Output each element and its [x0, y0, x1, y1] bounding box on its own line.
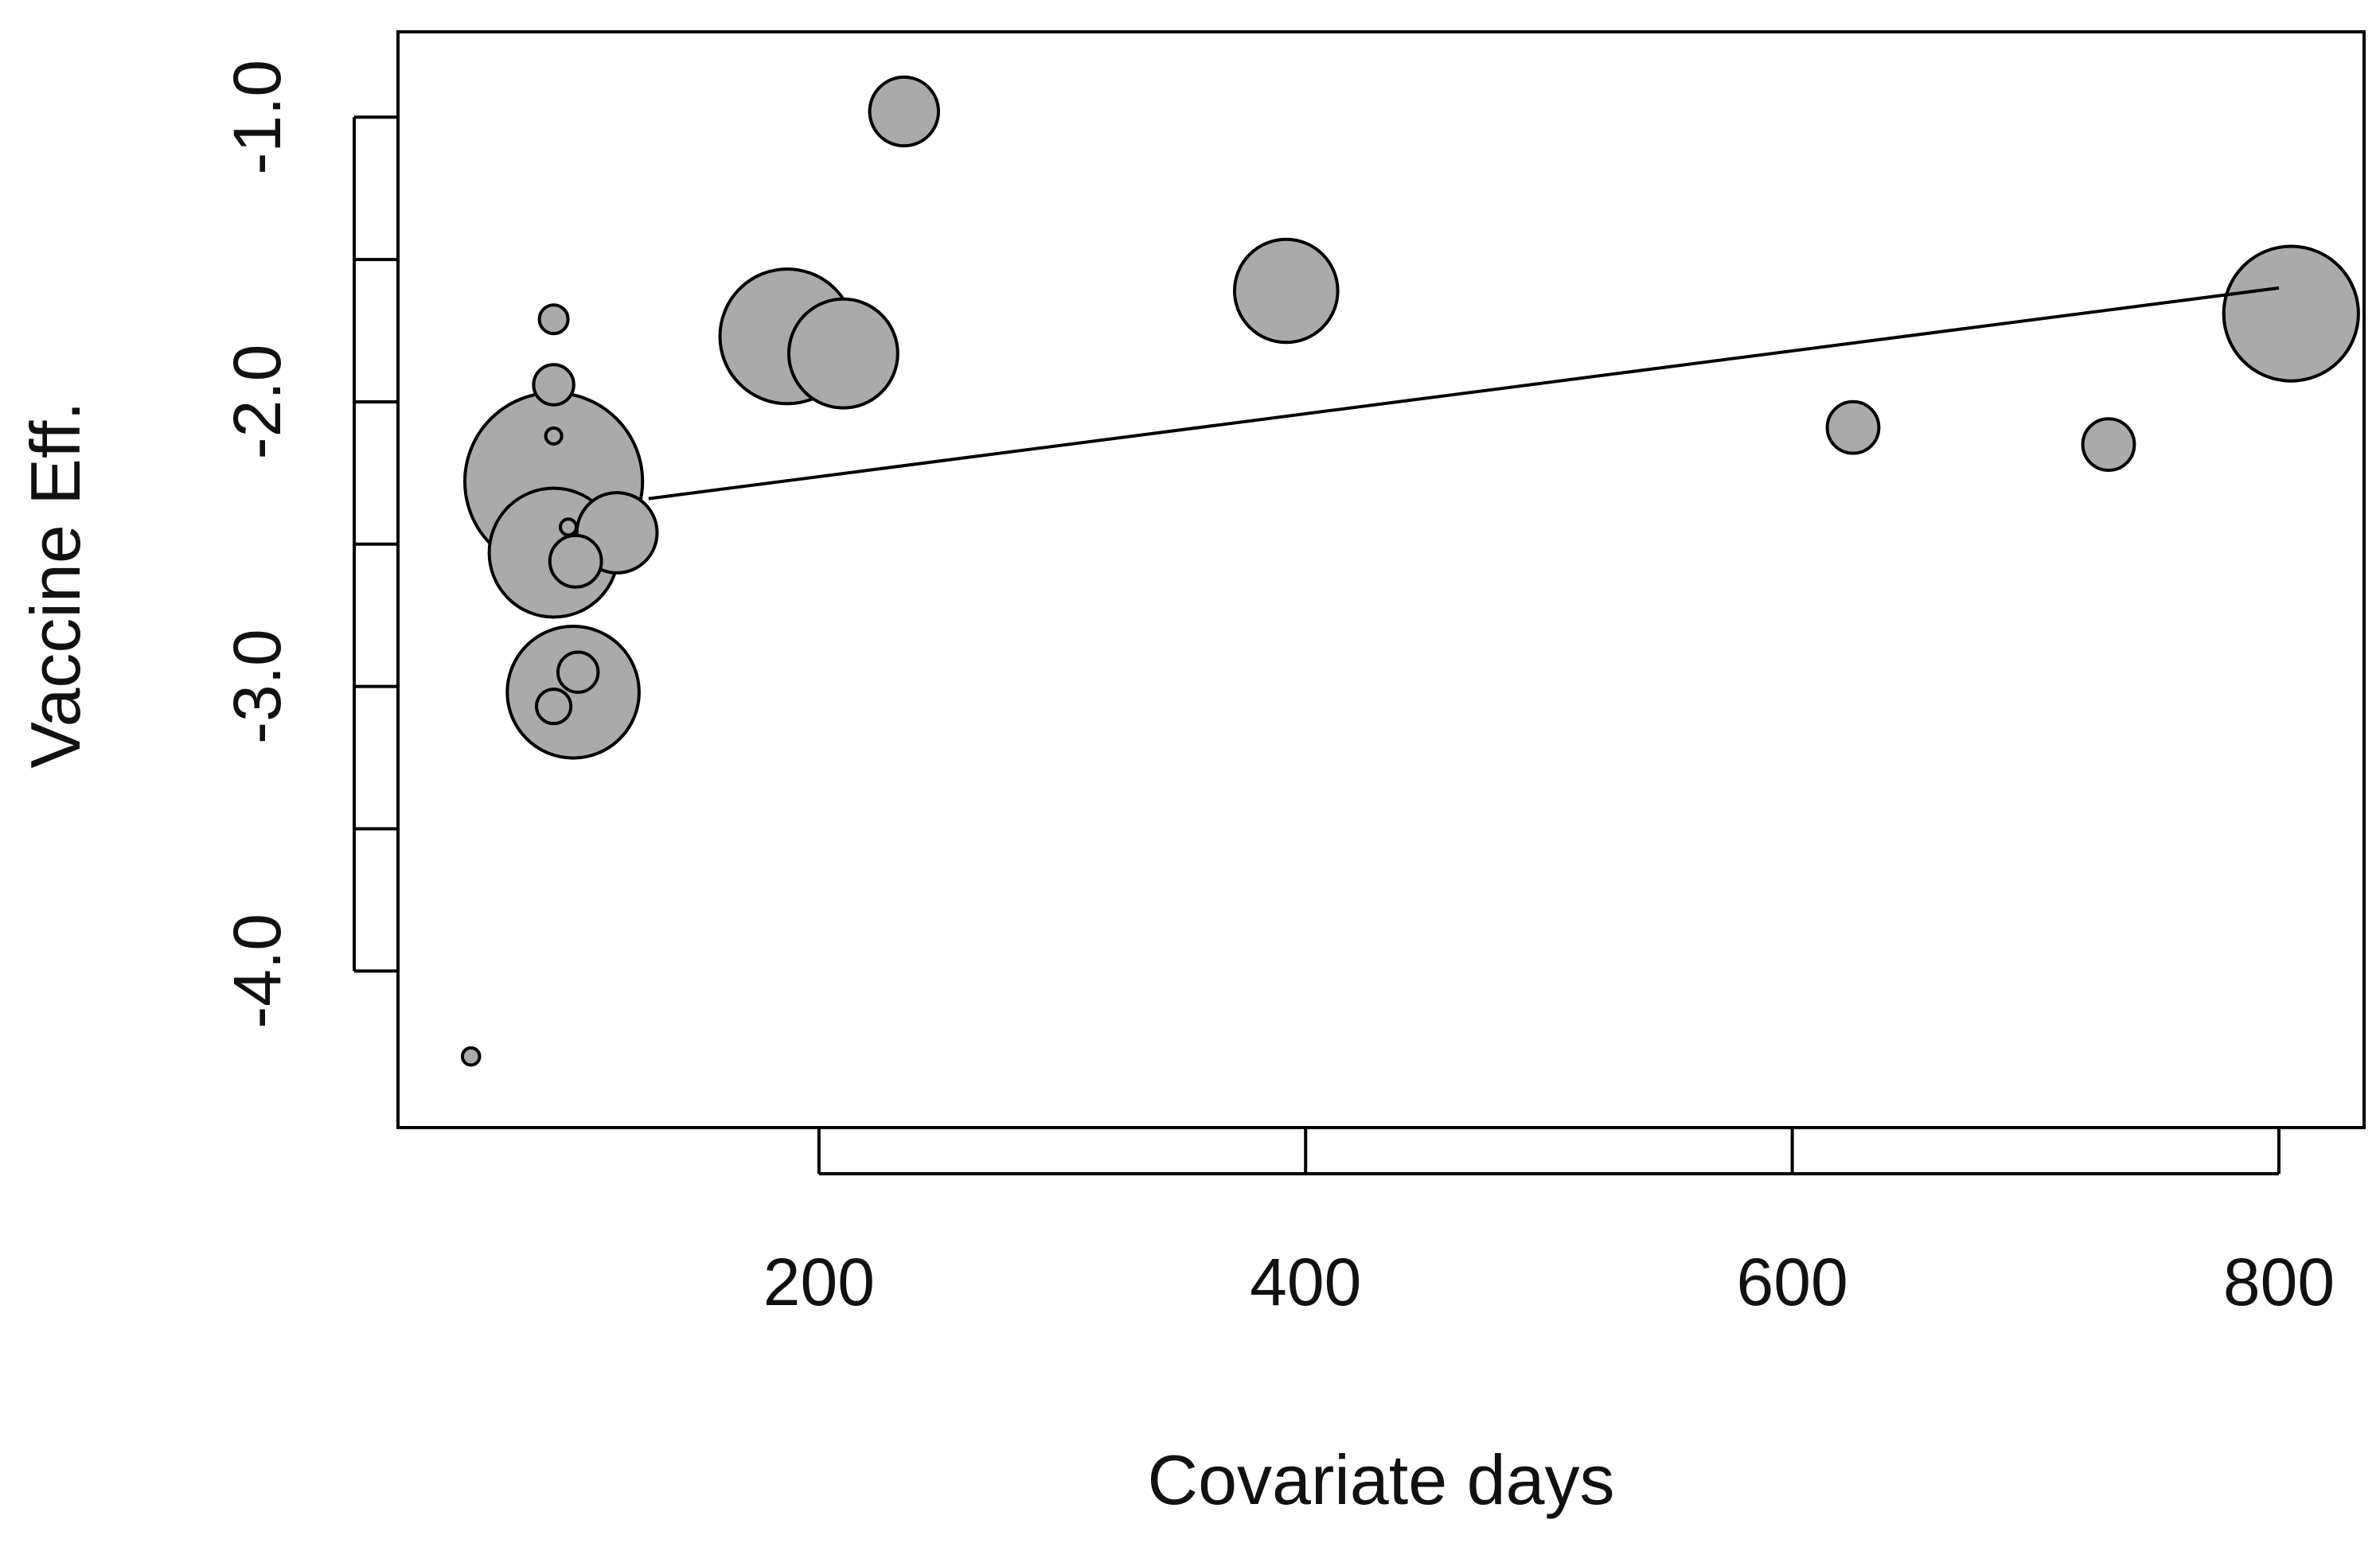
data-point-0: [460, 1046, 482, 1067]
x-tick-label: 400: [1250, 1245, 1361, 1319]
data-point-14: [868, 75, 941, 148]
data-point-3: [544, 426, 564, 446]
regression-line: [648, 286, 2280, 501]
x-tick-label: 600: [1737, 1245, 1848, 1319]
y-tick-label: -2.0: [220, 345, 295, 460]
data-point-15: [1233, 237, 1340, 345]
x-tick-label: 800: [2223, 1245, 2335, 1319]
data-point-2: [532, 363, 575, 407]
y-axis: -1.0 -2.0 -3.0 -4.0: [220, 60, 398, 1029]
y-tick-label: -1.0: [220, 60, 295, 175]
data-point-7: [548, 533, 603, 589]
data-point-1: [537, 303, 570, 336]
y-axis-title: Vaccine Eff.: [16, 401, 95, 768]
data-point-13: [787, 297, 899, 410]
data-point-6: [559, 517, 578, 537]
x-axis: 200 400 600 800: [763, 1128, 2335, 1319]
chart-marks: [460, 75, 2360, 1067]
x-tick-label: 200: [763, 1245, 875, 1319]
data-point-17: [2081, 417, 2136, 472]
data-point-18: [2222, 244, 2360, 383]
data-point-10: [556, 650, 600, 694]
data-point-11: [535, 688, 573, 726]
x-axis-title: Covariate days: [1148, 1440, 1615, 1519]
plot-frame: [396, 30, 2366, 1129]
data-point-16: [1825, 399, 1881, 455]
y-tick-label: -4.0: [220, 914, 295, 1029]
y-tick-label: -3.0: [220, 629, 295, 744]
